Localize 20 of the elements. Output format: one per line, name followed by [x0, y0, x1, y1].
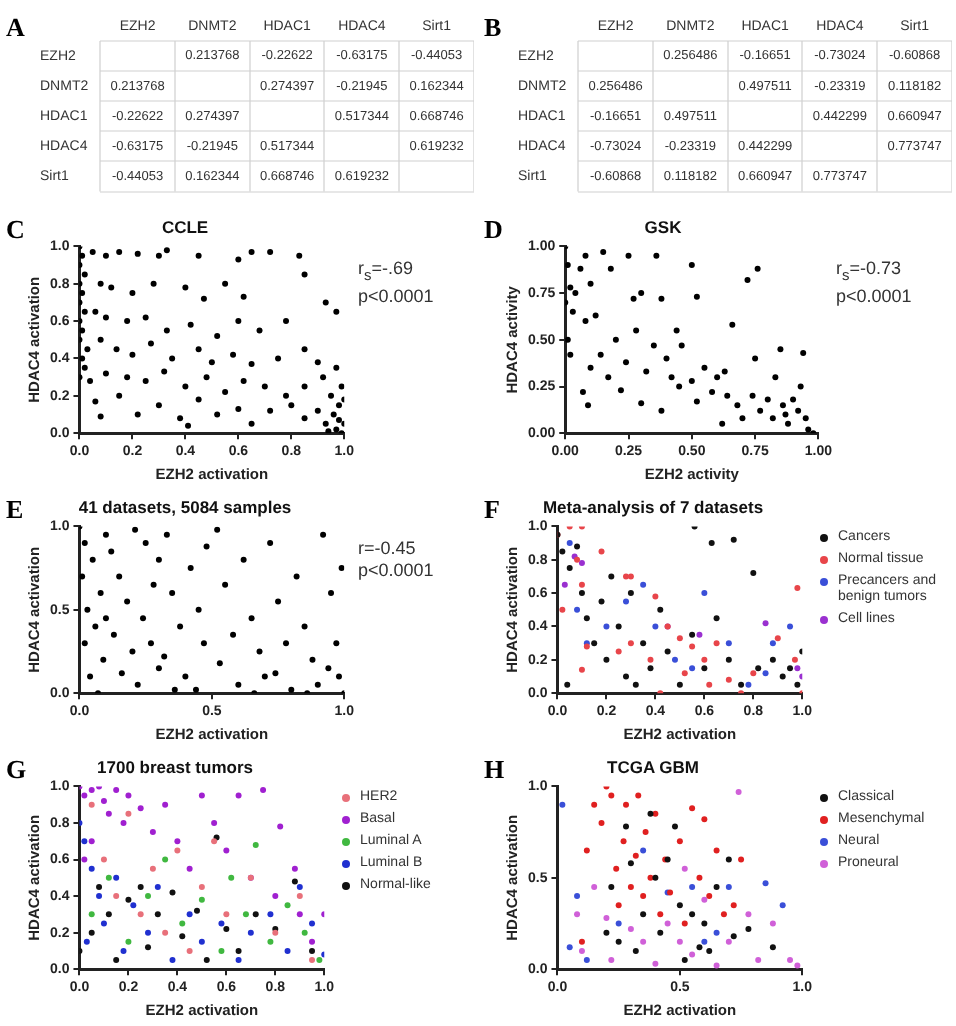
text: F: [484, 494, 500, 526]
chart-title: CCLE: [161, 216, 209, 237]
text: E: [6, 494, 24, 526]
text: H: [484, 754, 505, 786]
text: G: [6, 754, 27, 786]
text: D: [484, 214, 503, 246]
chart-title: Meta-analysis of 7 datasets: [542, 496, 764, 517]
text: r$_{s}$=-.69: [358, 258, 416, 286]
chart-title: GSK: [644, 216, 684, 237]
text: r$_{s}$=-0.73: [836, 258, 904, 286]
text: C: [6, 214, 25, 246]
text: p<0.0001: [358, 560, 436, 582]
text: p<0.0001: [836, 285, 914, 308]
chart-title: TCGA GBM: [607, 756, 699, 777]
text: B: [484, 12, 502, 44]
chart-title: 41 datasets, 5084 samples: [78, 496, 292, 517]
text: r=-0.45: [358, 538, 418, 560]
text: p<0.0001: [358, 285, 436, 308]
chart-title: 1700 breast tumors: [97, 756, 254, 777]
text: A: [6, 12, 25, 44]
